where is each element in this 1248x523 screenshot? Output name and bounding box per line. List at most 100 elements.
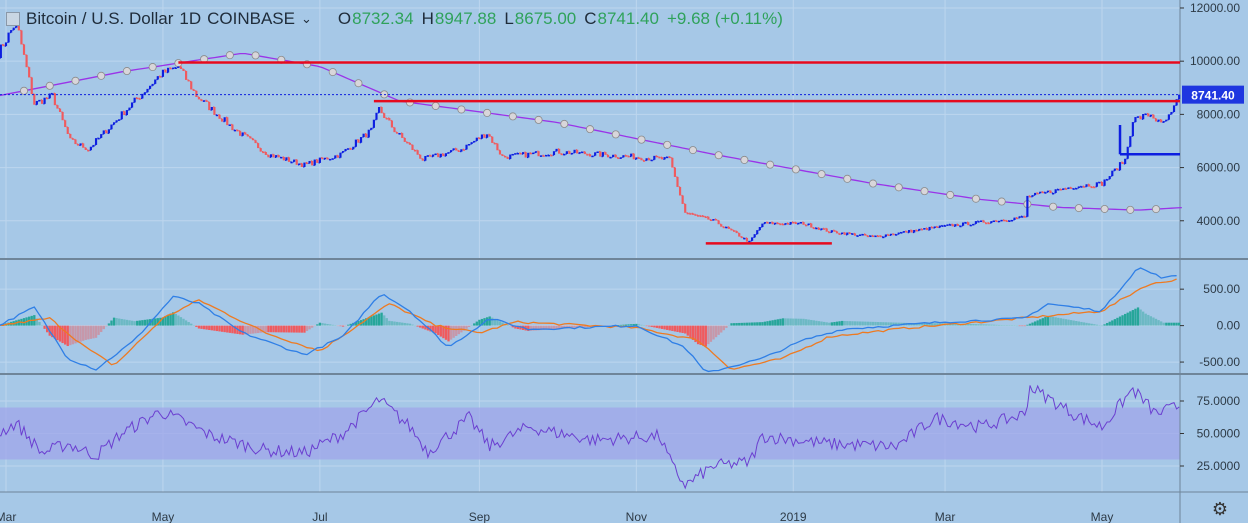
candle xyxy=(447,152,450,154)
candle xyxy=(828,231,831,234)
candle xyxy=(936,226,939,228)
candle xyxy=(1121,162,1124,164)
chevron-down-icon[interactable]: ⌄ xyxy=(300,11,312,26)
candle xyxy=(148,85,152,89)
candle xyxy=(370,127,373,130)
candle xyxy=(1046,190,1050,193)
candle xyxy=(300,163,303,167)
candle xyxy=(560,153,563,156)
macd-line xyxy=(0,267,1177,373)
candle xyxy=(187,79,190,82)
macd-histogram-bar xyxy=(102,325,105,330)
macd-histogram-bar xyxy=(694,325,697,343)
macd-histogram-bar xyxy=(1103,324,1106,326)
candle xyxy=(146,88,149,93)
macd-histogram-bar xyxy=(269,325,273,333)
rsi-axis-label: 25.0000 xyxy=(1197,459,1241,473)
macd-histogram-bar xyxy=(534,325,538,331)
candle xyxy=(1147,113,1150,117)
candle xyxy=(758,227,761,231)
candle xyxy=(462,149,466,151)
candle xyxy=(35,100,38,105)
candle xyxy=(89,146,92,151)
macd-histogram-bar xyxy=(1031,322,1034,326)
candle xyxy=(239,130,242,136)
interval[interactable]: 1D xyxy=(179,9,202,28)
candle xyxy=(167,67,170,73)
macd-histogram-bar xyxy=(516,325,520,330)
candle xyxy=(411,144,414,150)
macd-histogram-bar xyxy=(689,325,692,338)
macd-histogram-bar xyxy=(1000,325,1003,326)
candle xyxy=(311,160,314,166)
candle xyxy=(951,224,954,227)
candle xyxy=(820,228,823,230)
macd-histogram-bar xyxy=(686,325,689,336)
macd-histogram-bar xyxy=(74,325,77,344)
candle xyxy=(25,54,28,68)
candle xyxy=(802,222,805,225)
macd-histogram-bar xyxy=(581,325,584,328)
macd-histogram-bar xyxy=(642,325,646,326)
macd-histogram-bar xyxy=(645,325,648,327)
open-label: O xyxy=(337,9,352,28)
candle xyxy=(336,155,339,158)
macd-histogram-bar xyxy=(125,319,129,326)
macd-histogram-bar xyxy=(1134,308,1137,326)
macd-histogram-bar xyxy=(1075,321,1078,326)
macd-histogram-bar xyxy=(557,325,561,329)
candle xyxy=(655,155,658,158)
price-axis-label: 4000.00 xyxy=(1197,214,1241,228)
exchange[interactable]: COINBASE xyxy=(207,9,295,28)
candle xyxy=(871,235,875,238)
macd-histogram-bar xyxy=(709,325,713,342)
candle xyxy=(287,157,291,162)
macd-histogram-bar xyxy=(339,325,342,327)
macd-histogram-bar xyxy=(87,325,90,340)
macd-histogram-bar xyxy=(727,325,731,327)
candle xyxy=(92,144,95,147)
macd-histogram-bar xyxy=(678,325,682,333)
macd-histogram-bar xyxy=(411,324,414,326)
macd-histogram-bar xyxy=(575,325,579,328)
candle xyxy=(784,223,787,225)
time-axis-label: Jul xyxy=(312,510,327,523)
candle xyxy=(722,226,725,229)
macd-histogram-bar xyxy=(779,318,782,326)
candle xyxy=(537,151,540,157)
candle xyxy=(519,152,522,155)
candle xyxy=(275,155,278,158)
macd-histogram-bar xyxy=(730,323,733,326)
macd-histogram-bar xyxy=(918,323,921,326)
moving-average-dot xyxy=(560,119,569,128)
candle xyxy=(179,66,183,69)
macd-histogram-bar xyxy=(725,325,728,328)
symbol-name[interactable]: Bitcoin / U.S. Dollar xyxy=(26,9,174,28)
candle xyxy=(226,117,229,126)
candle xyxy=(774,222,777,225)
candle xyxy=(928,226,931,231)
candle xyxy=(1041,191,1044,194)
candle xyxy=(578,152,581,154)
candle xyxy=(64,120,67,128)
candle xyxy=(1044,192,1047,194)
macd-histogram-bar xyxy=(375,314,378,326)
macd-histogram-bar xyxy=(285,325,288,333)
macd-histogram-bar xyxy=(434,325,437,334)
candle xyxy=(491,136,494,143)
macd-histogram-bar xyxy=(184,320,188,326)
macd-histogram-bar xyxy=(781,318,785,326)
candle xyxy=(506,157,509,159)
macd-histogram-bar xyxy=(702,325,705,346)
candle xyxy=(58,108,62,112)
macd-histogram-bar xyxy=(985,324,988,326)
macd-histogram-bar xyxy=(249,325,252,334)
macd-histogram-bar xyxy=(444,325,448,340)
gear-icon[interactable]: ⚙ xyxy=(1211,499,1228,519)
candle xyxy=(169,67,172,70)
macd-histogram-bar xyxy=(256,325,260,334)
macd-histogram-bar xyxy=(972,324,975,326)
macd-histogram-bar xyxy=(421,325,424,329)
candle xyxy=(753,234,756,238)
